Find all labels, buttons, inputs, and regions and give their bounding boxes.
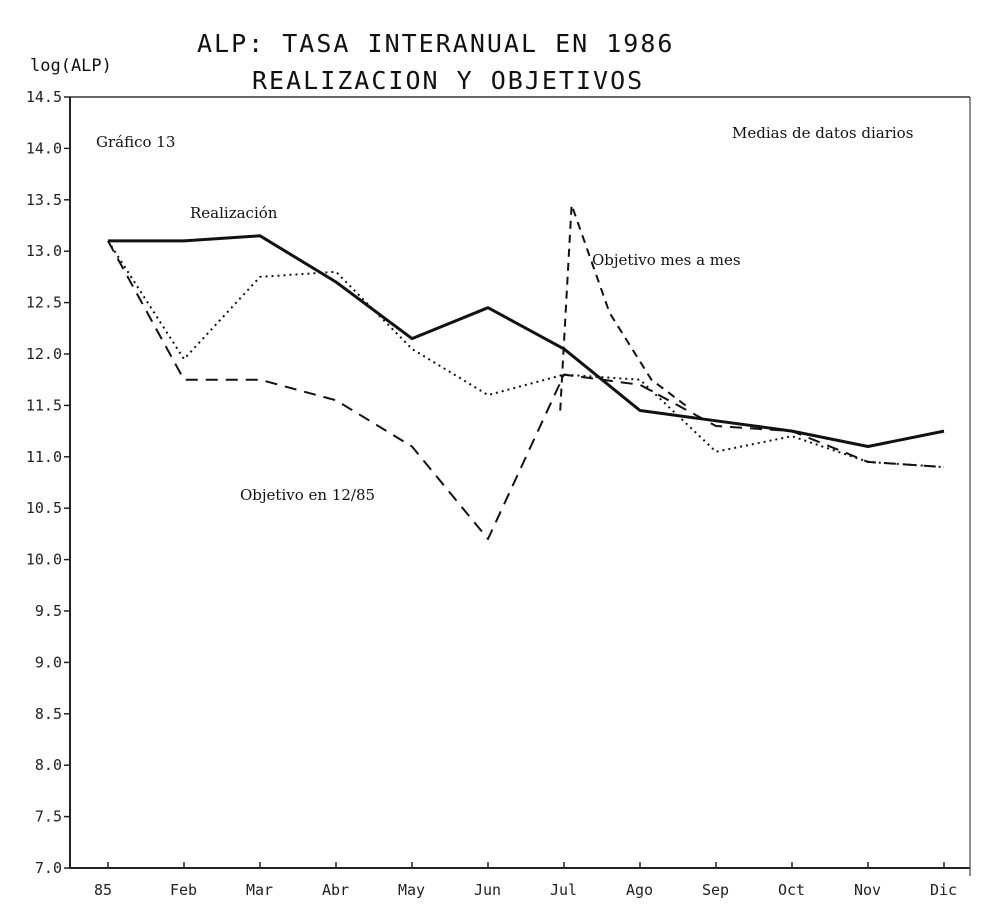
x-tick-label: 85 xyxy=(94,881,112,899)
x-tick-label: Oct xyxy=(778,881,805,899)
x-tick-label: Ago xyxy=(626,881,653,899)
y-tick-label: 9.0 xyxy=(35,653,62,671)
x-tick-label: Sep xyxy=(702,881,729,899)
y-tick-label: 10.0 xyxy=(26,551,62,569)
x-tick-label: Nov xyxy=(854,881,881,899)
series-label-1: Realización xyxy=(190,204,278,222)
chart-number-label: Gráfico 13 xyxy=(96,133,175,151)
y-tick-label: 13.5 xyxy=(26,191,62,209)
y-tick-label: 7.5 xyxy=(35,808,62,826)
y-tick-label: 8.5 xyxy=(35,705,62,723)
chart-title: ALP: TASA INTERANUAL EN 1986 xyxy=(197,29,674,58)
series-line-2 xyxy=(107,240,945,469)
plot-area: 14.5 14.0 13.5 13.0 12.5 12.0 11.5 11.0 10.5 10.0… xyxy=(26,88,971,899)
note-label: Medias de datos diarios xyxy=(732,124,913,142)
y-tick-label: 12.5 xyxy=(26,294,62,312)
series-line-1 xyxy=(108,234,945,448)
series-label-2: Objetivo mes a mes xyxy=(592,251,741,269)
y-tick-label: 7.0 xyxy=(35,859,62,877)
series-line-3 xyxy=(107,240,945,540)
chart-subtitle: REALIZACION Y OBJETIVOS xyxy=(252,66,644,95)
y-tick-label: 13.0 xyxy=(26,242,62,260)
y-tick-label: 14.0 xyxy=(26,139,62,157)
y-tick-label: 9.5 xyxy=(35,602,62,620)
x-tick-label: Feb xyxy=(170,881,197,899)
y-tick-label: 12.0 xyxy=(26,345,62,363)
x-tick-label: Dic xyxy=(930,881,957,899)
x-tick-label: Jun xyxy=(474,881,501,899)
y-tick-label: 8.0 xyxy=(35,756,62,774)
y-axis-label: log(ALP) xyxy=(30,56,112,76)
x-tick-label: May xyxy=(398,881,425,899)
series-peak-segment xyxy=(559,204,687,411)
x-tick-label: Abr xyxy=(322,881,349,899)
y-tick-label: 11.0 xyxy=(26,448,62,466)
y-tick-label: 10.5 xyxy=(26,499,62,517)
y-tick-label: 14.5 xyxy=(26,88,62,106)
x-tick-label: Mar xyxy=(246,881,273,899)
y-tick-label: 11.5 xyxy=(26,396,62,414)
series-label-3: Objetivo en 12/85 xyxy=(240,486,375,504)
x-tick-label: Jul xyxy=(550,881,577,899)
